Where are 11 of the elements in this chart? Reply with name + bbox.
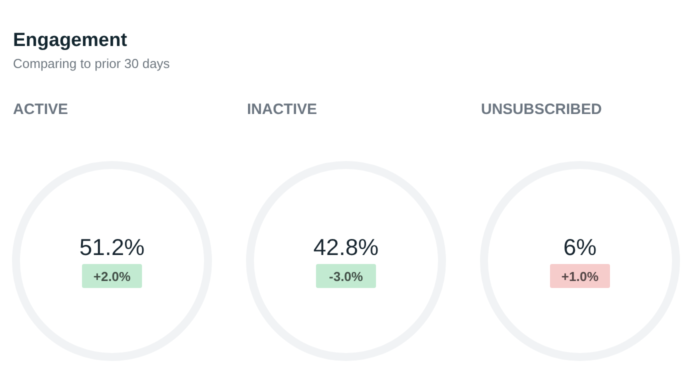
data-label: +1.0% — [561, 269, 600, 284]
data-label: -3.0% — [329, 269, 364, 284]
data-label: +2.0% — [93, 269, 132, 284]
category-label: ACTIVE — [13, 101, 68, 118]
category-label: INACTIVE — [247, 101, 318, 118]
data-label: 51.2% — [79, 234, 145, 260]
data-label: 6% — [563, 234, 597, 260]
category-label: UNSUBSCRIBED — [481, 101, 602, 118]
text: Comparing to prior 30 days — [13, 56, 170, 71]
text: Engagement — [13, 30, 128, 51]
data-label: 42.8% — [313, 234, 379, 260]
